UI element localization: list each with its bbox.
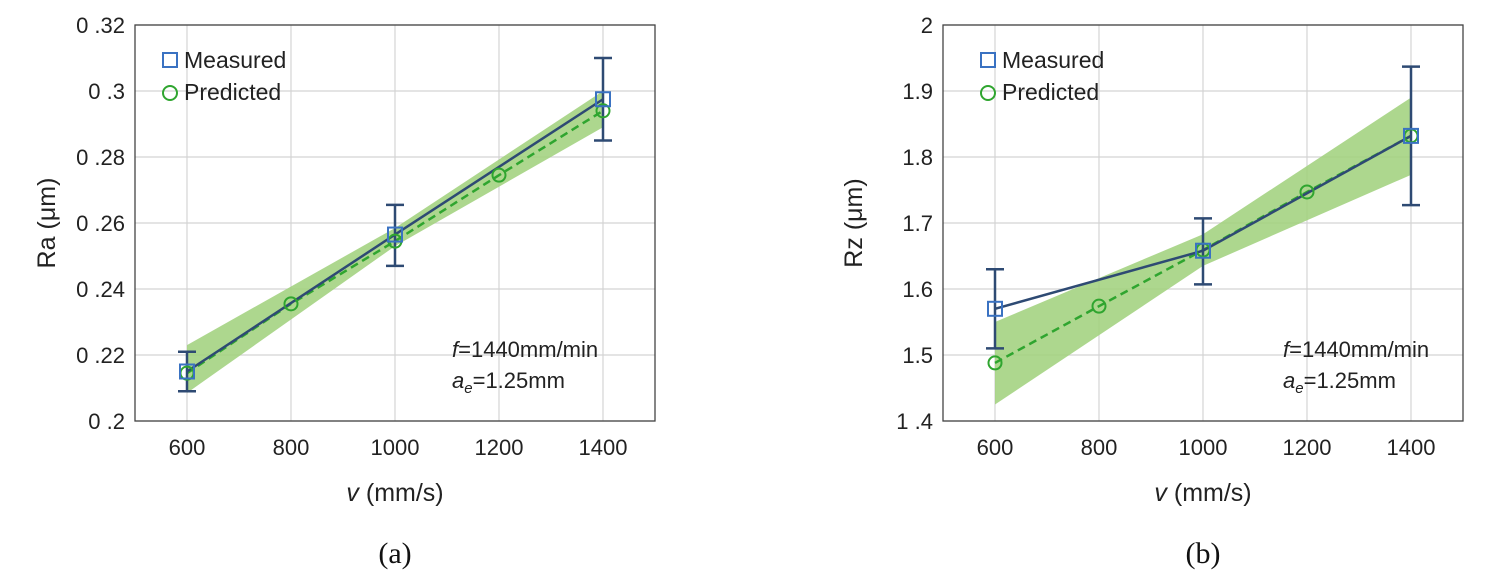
feed-rate-annotation: f=1440mm/min [1283, 337, 1429, 362]
legend: Measured Predicted [980, 47, 1104, 105]
y-tick-label: 1 .4 [896, 409, 933, 434]
feed-value: =1440mm/min [458, 337, 598, 362]
panel-label: (a) [378, 537, 411, 570]
x-tick-label: 800 [1081, 435, 1118, 460]
feed-value: =1440mm/min [1289, 337, 1429, 362]
ae-subscript: e [1295, 380, 1303, 397]
y-axis-label-main: Ra [33, 236, 61, 268]
predicted-point [491, 167, 507, 183]
x-axis-label-var: v [1154, 479, 1168, 507]
y-tick-label: 0 .3 [88, 79, 125, 104]
legend-circle-icon [162, 85, 178, 101]
ae-symbol: a [1283, 368, 1295, 393]
y-axis-label-unit: (μm) [33, 178, 61, 230]
x-tick-label: 1400 [579, 435, 628, 460]
predicted-point [595, 103, 611, 119]
cut-width-annotation: ae=1.25mm [1283, 368, 1396, 397]
y-tick-label: 1.7 [902, 211, 933, 236]
x-tick-label: 600 [977, 435, 1014, 460]
x-axis-label-unit: (mm/s) [366, 479, 444, 507]
measured-point [179, 363, 195, 380]
legend-square-icon [980, 52, 996, 68]
y-tick-label: 0 .32 [76, 13, 125, 38]
chart-panel-a: 600 800 1000 1200 1400 0 .2 0 .22 0 .24 0 .26 0 .… [33, 13, 656, 570]
y-tick-label: 2 [921, 13, 933, 38]
y-tick-label: 0 .26 [76, 211, 125, 236]
ae-symbol: a [452, 368, 464, 393]
x-tick-label: 800 [273, 435, 310, 460]
y-axis-label-main: Rz [840, 237, 868, 268]
predicted-point [283, 296, 299, 312]
predicted-point [1299, 184, 1315, 200]
measured-point [1403, 127, 1419, 144]
panel-label: (b) [1186, 537, 1221, 570]
legend-predicted-label: Predicted [1002, 79, 1099, 105]
plot-frame [134, 24, 656, 422]
ae-subscript: e [464, 380, 472, 397]
ae-value: =1.25mm [473, 368, 565, 393]
measured-point [595, 91, 611, 108]
y-tick-label: 0 .2 [88, 409, 125, 434]
x-tick-label: 1200 [475, 435, 524, 460]
legend-measured-label: Measured [1002, 47, 1104, 73]
x-tick-label: 1000 [371, 435, 420, 460]
measured-point [1195, 242, 1211, 259]
x-tick-label: 1200 [1283, 435, 1332, 460]
x-axis-label: v (mm/s) [346, 479, 443, 507]
measured-point [387, 226, 403, 243]
x-tick-label: 1400 [1387, 435, 1436, 460]
legend: Measured Predicted [162, 47, 286, 105]
x-tick-label: 1000 [1179, 435, 1228, 460]
y-tick-label: 1.6 [902, 277, 933, 302]
x-axis-label-unit: (mm/s) [1174, 479, 1252, 507]
x-axis-label-var: v [346, 479, 360, 507]
y-tick-label: 1.8 [902, 145, 933, 170]
ae-value: =1.25mm [1304, 368, 1396, 393]
y-axis-label-unit: (μm) [840, 178, 868, 230]
legend-measured-label: Measured [184, 47, 286, 73]
y-tick-label: 0 .24 [76, 277, 125, 302]
predicted-point [1091, 298, 1107, 314]
legend-predicted-label: Predicted [184, 79, 281, 105]
feed-symbol: f [452, 337, 461, 362]
y-axis-label: Rz (μm) [840, 178, 868, 267]
x-tick-label: 600 [169, 435, 206, 460]
y-tick-label: 0 .22 [76, 343, 125, 368]
plot-frame [942, 24, 1464, 422]
x-axis-label: v (mm/s) [1154, 479, 1251, 507]
predicted-point [987, 355, 1003, 371]
y-tick-label: 0 .28 [76, 145, 125, 170]
y-tick-label: 1.9 [902, 79, 933, 104]
legend-circle-icon [980, 85, 996, 101]
y-tick-label: 1.5 [902, 343, 933, 368]
chart-panel-b: 600 800 1000 1200 1400 1 .4 1.5 1.6 1.7 1.8 1.9 2 Rz… [840, 13, 1464, 570]
feed-symbol: f [1283, 337, 1292, 362]
cut-width-annotation: ae=1.25mm [452, 368, 565, 397]
measured-point [987, 300, 1003, 317]
feed-rate-annotation: f=1440mm/min [452, 337, 598, 362]
y-axis-label: Ra (μm) [33, 178, 61, 269]
legend-square-icon [162, 52, 178, 68]
